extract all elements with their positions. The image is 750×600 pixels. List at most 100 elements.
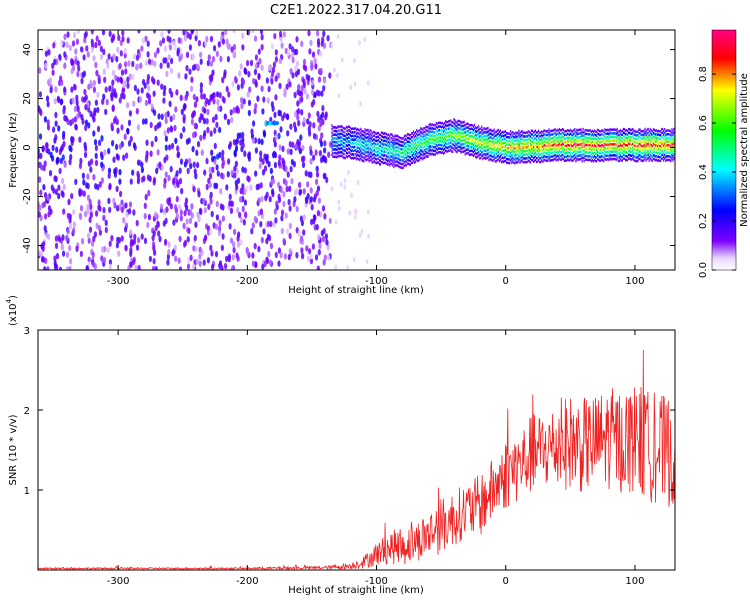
heatmap-cell — [425, 125, 427, 128]
heatmap-cell — [413, 156, 415, 159]
heatmap-cell — [648, 159, 650, 162]
heatmap-cell — [155, 167, 159, 175]
heatmap-cell — [610, 136, 612, 139]
heatmap-cell — [603, 130, 605, 133]
heatmap-cell — [72, 221, 76, 228]
heatmap-cell — [506, 146, 508, 150]
heatmap-cell — [545, 141, 547, 144]
heatmap-cell — [673, 157, 675, 160]
heatmap-cell — [164, 238, 168, 246]
heatmap-cell — [600, 152, 602, 155]
heatmap-cell — [236, 207, 240, 214]
heatmap-cell — [487, 145, 489, 148]
heatmap-cell — [554, 150, 556, 153]
heatmap-cell — [346, 126, 348, 129]
heatmap-cell — [660, 133, 662, 137]
heatmap-cell — [251, 252, 255, 259]
heatmap-cell — [449, 123, 451, 127]
heatmap-cell — [156, 149, 160, 156]
heatmap-cell — [483, 127, 485, 130]
heatmap-cell — [525, 149, 527, 153]
heatmap-cell — [632, 127, 634, 131]
heatmap-cell — [558, 153, 560, 157]
heatmap-cell — [656, 137, 659, 140]
heatmap-cell — [398, 161, 400, 165]
heatmap-cell — [153, 109, 157, 116]
heatmap-cell — [665, 137, 667, 141]
heatmap-cell — [361, 155, 363, 158]
heatmap-cell — [352, 257, 356, 262]
heatmap-cell — [309, 196, 313, 203]
heatmap-cell — [306, 118, 310, 125]
heatmap-cell — [241, 78, 246, 86]
heatmap-cell — [462, 146, 464, 150]
heatmap-cell — [558, 146, 560, 149]
heatmap-cell — [191, 30, 195, 34]
heatmap-cell — [553, 158, 555, 161]
heatmap-cell — [518, 129, 520, 133]
heatmap-cell — [80, 46, 84, 53]
heatmap-cell — [376, 154, 378, 157]
heatmap-cell — [570, 150, 572, 154]
heatmap-cell — [650, 147, 652, 151]
heatmap-cell — [98, 205, 102, 212]
heatmap-cell — [437, 147, 439, 150]
heatmap-cell — [186, 263, 191, 270]
heatmap-cell — [651, 152, 653, 155]
heatmap-cell — [459, 142, 461, 145]
heatmap-cell — [510, 133, 512, 137]
heatmap-cell — [480, 134, 482, 138]
heatmap-cell — [532, 149, 535, 153]
heatmap-cell — [588, 147, 590, 151]
heatmap-cell — [651, 159, 653, 163]
heatmap-cell — [296, 68, 301, 76]
heatmap-cell — [375, 158, 377, 161]
heatmap-cell — [122, 154, 126, 161]
heatmap-cell — [354, 127, 356, 130]
heatmap-cell — [221, 215, 225, 222]
heatmap-cell — [570, 158, 572, 161]
heatmap-cell — [146, 174, 151, 181]
heatmap-cell — [416, 140, 418, 143]
heatmap-cell — [606, 147, 608, 150]
heatmap-cell — [569, 140, 571, 144]
heatmap-cell — [101, 98, 105, 105]
heatmap-cell — [402, 148, 404, 151]
heatmap-cell — [150, 76, 155, 83]
heatmap-cell — [39, 152, 43, 160]
heatmap-cell — [555, 148, 557, 151]
heatmap-cell — [356, 132, 358, 135]
heatmap-cell — [606, 158, 608, 161]
heatmap-cell — [373, 160, 375, 163]
heatmap-cell — [625, 129, 628, 132]
heatmap-cell — [552, 151, 554, 154]
heatmap-cell — [406, 147, 408, 151]
heatmap-cell — [257, 48, 261, 55]
heatmap-cell — [569, 155, 571, 158]
heatmap-cell — [383, 139, 385, 143]
heatmap-cell — [125, 211, 129, 218]
heatmap-cell — [632, 146, 634, 149]
heatmap-cell — [434, 131, 436, 134]
heatmap-cell — [552, 147, 554, 151]
heatmap-cell — [514, 147, 516, 150]
heatmap-cell — [397, 164, 399, 168]
heatmap-cell — [629, 157, 631, 160]
heatmap-cell — [615, 143, 617, 147]
heatmap-cell — [266, 97, 270, 104]
heatmap-cell — [327, 151, 331, 158]
heatmap-cell — [324, 114, 328, 121]
heatmap-cell — [458, 134, 460, 137]
heatmap-cell — [303, 88, 307, 95]
heatmap-cell — [609, 131, 611, 135]
heatmap-cell — [278, 154, 282, 161]
heatmap-cell — [626, 129, 629, 133]
heatmap-cell — [254, 63, 258, 70]
heatmap-cell — [404, 149, 406, 152]
heatmap-cell — [507, 135, 509, 139]
heatmap-cell — [600, 155, 602, 159]
heatmap-cell — [672, 144, 674, 147]
heatmap-cell — [549, 137, 551, 141]
heatmap-cell — [246, 249, 250, 256]
heatmap-cell — [499, 144, 501, 147]
